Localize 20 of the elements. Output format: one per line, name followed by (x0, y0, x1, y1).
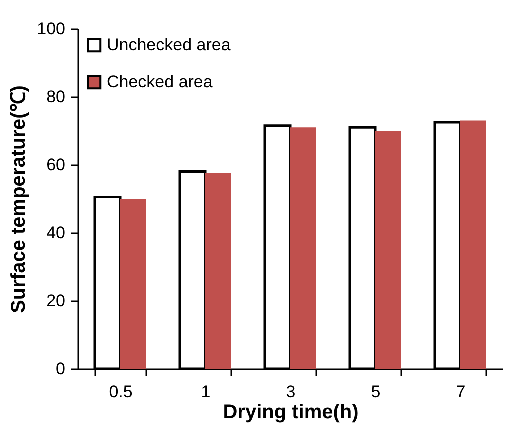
legend-label: Checked area (107, 72, 214, 92)
x-tick-label: 5 (371, 382, 381, 402)
x-tick-label: 0.5 (109, 382, 133, 402)
y-tick-label: 100 (37, 20, 66, 38)
x-tick-label: 3 (286, 382, 296, 402)
bar (290, 128, 316, 369)
legend-label: Unchecked area (107, 36, 232, 54)
y-tick-label: 0 (56, 360, 66, 378)
x-tick-label: 7 (456, 382, 466, 402)
x-axis-title: Drying time(h) (223, 402, 359, 424)
bar (206, 174, 231, 369)
x-tick-label: 1 (201, 382, 211, 402)
y-tick-label: 20 (46, 292, 66, 310)
bar (460, 120, 486, 369)
y-tick-label: 80 (46, 88, 66, 106)
y-tick-label: 60 (46, 156, 66, 174)
bar (120, 199, 146, 369)
bar (376, 131, 401, 369)
y-tick-label: 40 (46, 224, 66, 242)
y-axis-title: Surface temperature(℃) (8, 86, 30, 314)
